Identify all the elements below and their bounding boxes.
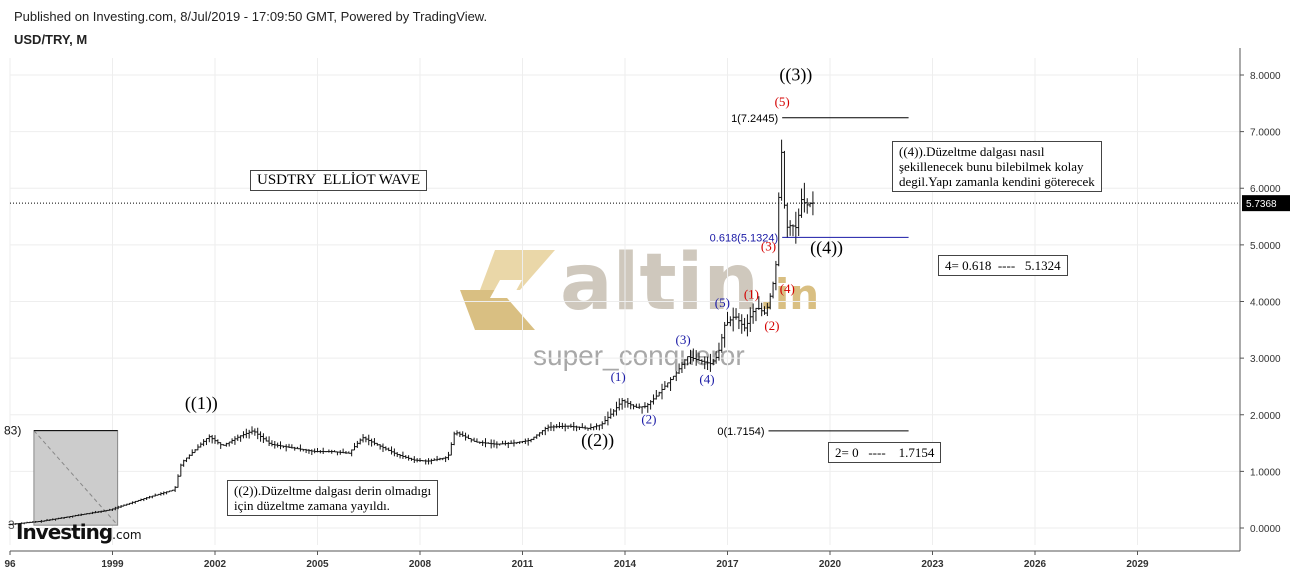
symbol-title: USD/TRY, M (14, 32, 88, 47)
x-tick-label: 2014 (614, 559, 637, 570)
watermark-logo-text: altin.in (560, 238, 819, 340)
wave2-note-box: ((2)).Düzeltme dalgası derin olmadıgı iç… (227, 480, 439, 516)
investing-logo: Investing.com (16, 520, 142, 544)
fib-level-label: 0(1.7154) (717, 426, 764, 438)
wave-label: (1) (744, 287, 759, 302)
x-tick-label: 2020 (819, 559, 842, 570)
wave-label: (4) (699, 372, 714, 387)
watermark-sub-text: super_conqueror (533, 340, 745, 371)
left-range-box: 83) 3 (4, 424, 119, 532)
grid-lines (9, 58, 1240, 545)
watermark-logo-word: altin (560, 238, 759, 328)
y-tick-label: 4.0000 (1250, 298, 1281, 309)
wave-label: (3) (761, 239, 776, 254)
y-tick-label: 5.0000 (1250, 241, 1281, 252)
y-tick-label: 6.0000 (1250, 184, 1281, 195)
left-range-diagonal (33, 430, 118, 526)
x-tick-label: 2005 (306, 559, 329, 570)
watermark-logo-suffix: .in (758, 270, 820, 319)
axes: 96 1999 2002 2005 2008 2011 2014 2017 2020 2023 20… (4, 48, 1281, 570)
wave4-fib-box: 4= 0.618 ---- 5.1324 (938, 255, 1068, 276)
chart-title-box: USDTRY ELLİOT WAVE (250, 170, 428, 191)
x-tick-label: 2026 (1024, 559, 1047, 570)
y-tick-label: 3.0000 (1250, 354, 1281, 365)
wave-labels: ((1)) ((2)) ((3)) ((4)) (5) (1) (2) (3) (4) (1) (2… (185, 65, 843, 451)
wave4-note-box: ((4)).Düzeltme dalgası nasıl şekillenece… (892, 141, 1102, 192)
x-tick-label: 96 (4, 559, 16, 570)
altin-logo-icon (460, 250, 555, 330)
fib-level-label: 0.618(5.1324) (710, 232, 779, 244)
x-tick-label: 2008 (409, 559, 432, 570)
x-tick-label: 2011 (512, 559, 534, 570)
last-price-badge (1242, 195, 1290, 212)
fib-levels: 5.7368 1(7.2445) 0.618(5.1324) 0(1.7154) (10, 113, 1290, 438)
y-tick-label: 7.0000 (1250, 128, 1281, 139)
wave-label: (3) (675, 332, 690, 347)
wave-label: (4) (780, 281, 795, 296)
investing-logo-name: Investing (16, 520, 113, 544)
x-tick-label: 2002 (204, 559, 227, 570)
wave-label: ((1)) (185, 393, 218, 414)
wave2-fib-box: 2= 0 ---- 1.7154 (828, 442, 942, 463)
last-price-label: 5.7368 (1246, 199, 1277, 210)
x-tick-label: 2023 (921, 559, 944, 570)
investing-logo-suffix: .com (112, 528, 142, 542)
wave-label: ((4)) (810, 237, 843, 258)
wave-label: (2) (641, 411, 656, 426)
x-tick-label: 1999 (101, 559, 124, 570)
fib-level-label: 1(7.2445) (731, 113, 778, 125)
wave-label: (5) (715, 295, 730, 310)
left-range-label-top: 83) (4, 424, 21, 438)
wave-label: ((3)) (779, 65, 812, 86)
wave-label: (1) (611, 369, 626, 384)
wave-label: ((2)) (581, 430, 614, 451)
price-series (8, 139, 815, 526)
wave-label: (5) (775, 94, 790, 109)
y-tick-label: 2.0000 (1250, 411, 1281, 422)
wave-label: (2) (764, 318, 779, 333)
y-tick-label: 8.0000 (1250, 71, 1281, 82)
left-range-label-bottom: 3 (8, 518, 15, 532)
x-tick-label: 2029 (1126, 559, 1149, 570)
published-note: Published on Investing.com, 8/Jul/2019 -… (14, 9, 488, 24)
y-tick-label: 1.0000 (1250, 467, 1281, 478)
x-tick-label: 2017 (716, 559, 739, 570)
y-tick-label: 0.0000 (1250, 524, 1281, 535)
